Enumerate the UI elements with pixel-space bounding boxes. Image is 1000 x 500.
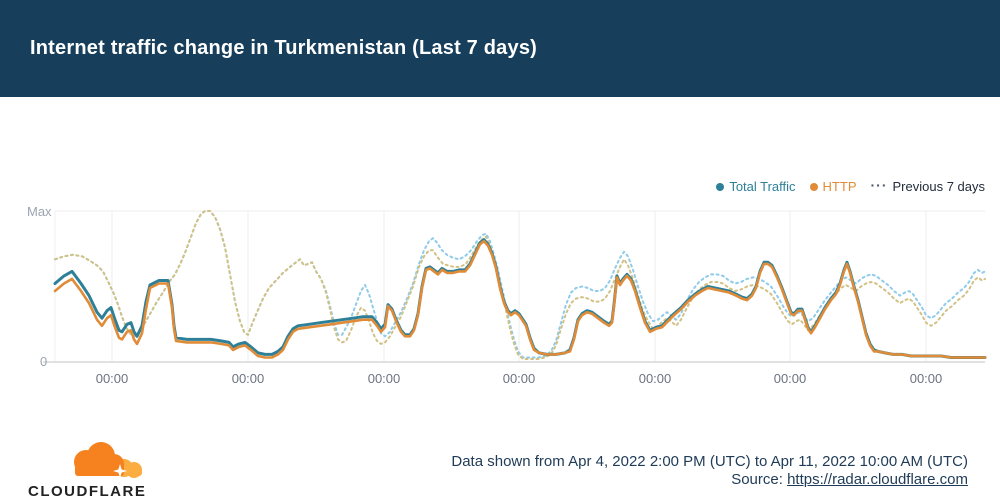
x-tick-label: 00:00 bbox=[502, 371, 536, 386]
legend-label-http: HTTP bbox=[822, 179, 857, 194]
dotted-line-icon: ··· bbox=[870, 176, 888, 193]
y-axis-max-label: Max bbox=[27, 204, 52, 219]
title-bar: Internet traffic change in Turkmenistan … bbox=[0, 0, 1000, 97]
x-tick-label: 00:00 bbox=[773, 371, 807, 386]
http-dot-icon bbox=[809, 182, 818, 191]
source-link[interactable]: https://radar.cloudflare.com bbox=[787, 471, 968, 488]
source-line: Source: https://radar.cloudflare.com bbox=[451, 471, 968, 489]
source-label: Source: bbox=[731, 471, 783, 488]
chart-legend: Total Traffic HTTP ··· Previous 7 days bbox=[716, 176, 986, 195]
x-tick-label: 00:00 bbox=[909, 371, 943, 386]
y-axis-zero-label: 0 bbox=[40, 354, 48, 369]
series-line-total-traffic bbox=[53, 238, 987, 359]
cloudflare-wordmark: CLOUDFLARE bbox=[28, 483, 147, 500]
cloudflare-cloud-icon bbox=[74, 442, 142, 478]
legend-item-http: HTTP bbox=[809, 179, 857, 194]
series-line-previous-7-days-http- bbox=[54, 210, 986, 360]
x-tick-label: 00:00 bbox=[95, 371, 129, 386]
legend-item-total-traffic: Total Traffic bbox=[716, 179, 796, 194]
data-range-text: Data shown from Apr 4, 2022 2:00 PM (UTC… bbox=[451, 453, 968, 470]
legend-item-previous: ··· Previous 7 days bbox=[870, 176, 986, 195]
logo-cloud-shape bbox=[75, 463, 124, 476]
cloudflare-logo: CLOUDFLARE bbox=[28, 438, 146, 500]
footer-note: Data shown from Apr 4, 2022 2:00 PM (UTC… bbox=[451, 453, 968, 489]
page-title: Internet traffic change in Turkmenistan … bbox=[30, 37, 538, 59]
logo-cloud-shape bbox=[120, 468, 142, 476]
x-tick-label: 00:00 bbox=[367, 371, 401, 386]
legend-label-total-traffic: Total Traffic bbox=[729, 179, 796, 194]
x-tick-label: 00:00 bbox=[638, 371, 672, 386]
logo-sparkle-icon bbox=[113, 464, 127, 478]
series-line-http bbox=[53, 239, 987, 359]
total-traffic-dot-icon bbox=[716, 182, 725, 191]
legend-label-previous: Previous 7 days bbox=[892, 179, 986, 194]
series-line-previous-7-days-total-traffic- bbox=[54, 210, 986, 359]
x-tick-label: 00:00 bbox=[231, 371, 265, 386]
